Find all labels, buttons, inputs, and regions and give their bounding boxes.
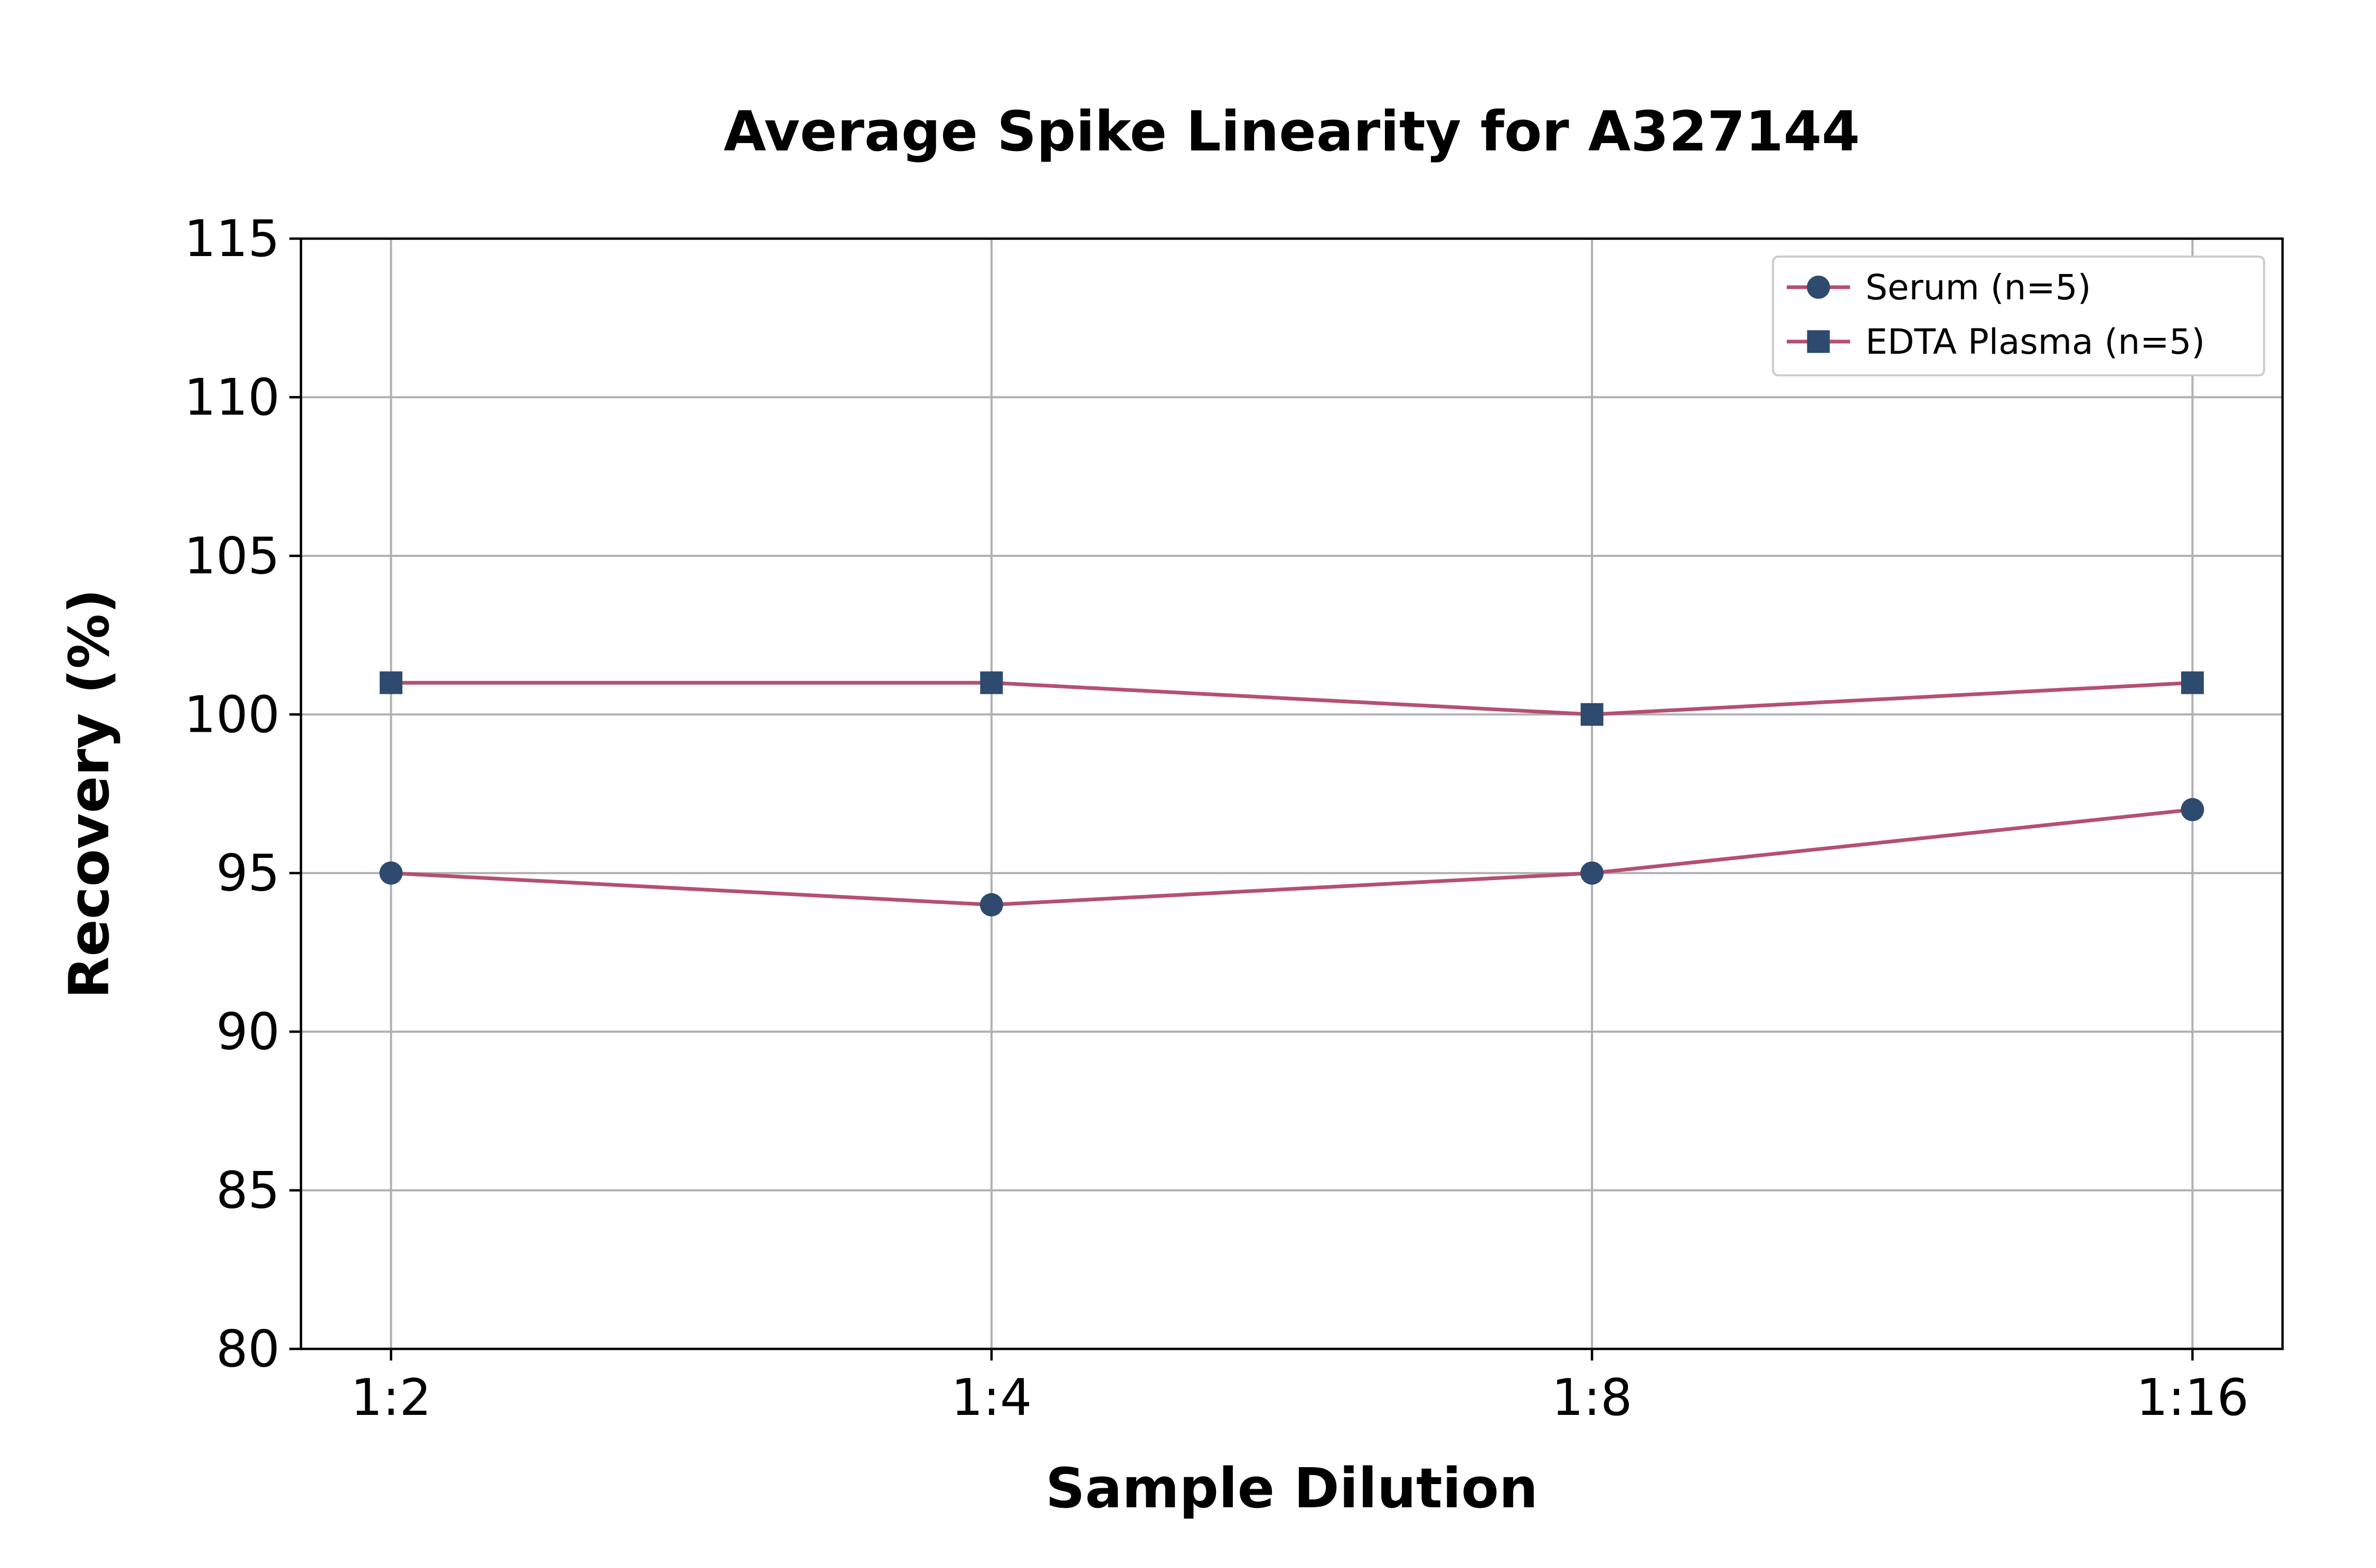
y-tick-label: 80 <box>216 1320 280 1378</box>
grid-lines <box>301 238 2283 1350</box>
series-1 <box>379 798 2204 917</box>
series-2 <box>380 671 2204 726</box>
legend-label: EDTA Plasma (n=5) <box>1865 322 2205 362</box>
axes: 80 85 90 95 100 105 110 115 1:2 1:4 1:8 1:16 <box>184 210 2284 1427</box>
y-tick-label: 95 <box>216 845 280 903</box>
legend-square-marker <box>1807 330 1830 353</box>
legend-entry: Serum (n=5) <box>1787 267 2091 308</box>
legend: Serum (n=5) EDTA Plasma (n=5) <box>1772 256 2265 376</box>
series-layer <box>379 671 2204 917</box>
legend-label: Serum (n=5) <box>1865 267 2091 308</box>
legend-circle-marker <box>1807 276 1830 299</box>
y-tick-label: 100 <box>184 686 280 744</box>
circle-marker <box>979 893 1003 917</box>
y-tick-label: 105 <box>184 527 280 585</box>
circle-marker <box>379 861 403 885</box>
x-tick-label: 1:16 <box>2136 1369 2249 1427</box>
x-axis-title: Sample Dilution <box>1045 1456 1538 1520</box>
square-marker <box>980 671 1003 694</box>
x-tick-label: 1:4 <box>951 1369 1032 1427</box>
y-tick-label: 110 <box>184 369 280 427</box>
circle-marker <box>2181 798 2204 821</box>
circle-marker <box>1580 861 1604 885</box>
x-tick-label: 1:8 <box>1552 1369 1633 1427</box>
x-tick-label: 1:2 <box>351 1369 431 1427</box>
y-axis-title: Recovery (%) <box>57 589 121 999</box>
chart-title: Average Spike Linearity for A327144 <box>723 99 1860 164</box>
square-marker <box>380 671 403 694</box>
y-tick-label: 90 <box>216 1003 280 1061</box>
y-tick-label: 85 <box>216 1162 280 1220</box>
series-line <box>389 808 2194 907</box>
legend-box <box>1772 256 2265 376</box>
plot-frame <box>299 237 2284 1350</box>
square-marker <box>1580 703 1604 726</box>
series-line <box>389 681 2194 716</box>
legend-entry: EDTA Plasma (n=5) <box>1787 322 2205 362</box>
square-marker <box>2181 671 2204 694</box>
y-tick-label: 115 <box>184 210 280 268</box>
